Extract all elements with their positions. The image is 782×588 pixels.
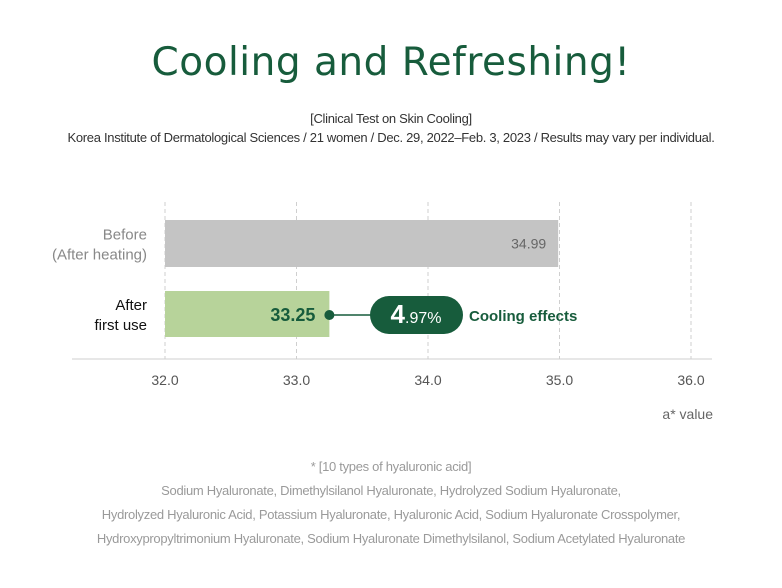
x-tick-label: 36.0	[677, 372, 704, 388]
category-label-line: (After heating)	[52, 247, 147, 264]
footnote-line: Sodium Hyaluronate, Dimethylsilanol Hyal…	[161, 483, 621, 498]
annotation-dot	[324, 310, 335, 320]
footnote-line: Hydroxypropyltrimonium Hyaluronate, Sodi…	[96, 531, 686, 546]
footnote-heading: * [10 types of hyaluronic acid]	[310, 459, 472, 474]
x-tick-label: 32.0	[151, 372, 178, 388]
cooling-badge	[370, 296, 463, 334]
value-label-before: 34.99	[511, 236, 546, 252]
cooling-effects-label: Cooling effects	[469, 308, 577, 325]
x-tick-label: 33.0	[283, 372, 310, 388]
after-bar	[165, 291, 330, 337]
category-label-line: After	[115, 297, 147, 314]
page-title: Cooling and Refreshing!	[151, 40, 631, 85]
badge-value-minor: .97%	[405, 310, 441, 327]
before-bar	[165, 220, 559, 267]
cooling-badge-value: 4.97%	[391, 299, 442, 329]
study-details: Korea Institute of Dermatological Scienc…	[67, 130, 715, 145]
category-label-line: Before	[103, 227, 147, 244]
category-label-before: Before (After heating)	[52, 227, 147, 264]
cooling-bar-chart: 32.0 33.0 34.0 35.0 36.0 a* value Before (After…	[52, 202, 713, 422]
badge-value-major: 4	[391, 299, 406, 329]
x-axis-label: a* value	[662, 406, 713, 422]
footnote-line: Hydrolyzed Hyaluronic Acid, Potassium Hy…	[101, 507, 681, 522]
category-label-line: first use	[94, 317, 147, 334]
study-title: [Clinical Test on Skin Cooling]	[310, 111, 472, 126]
x-tick-label: 35.0	[546, 372, 573, 388]
category-label-after: After first use	[94, 297, 147, 334]
x-tick-label: 34.0	[414, 372, 441, 388]
value-label-after: 33.25	[270, 305, 315, 325]
